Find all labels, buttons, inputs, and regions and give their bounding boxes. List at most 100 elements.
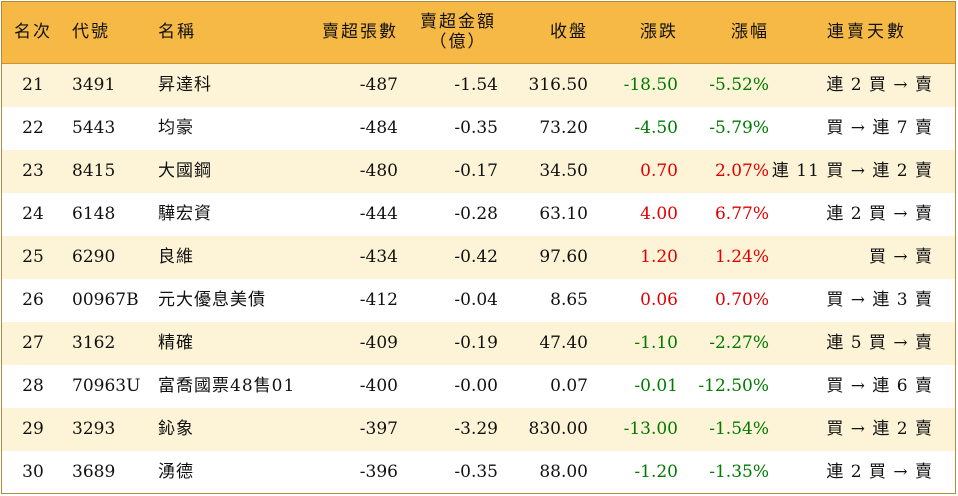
net-sell-amount-cell: -0.00 (454, 375, 498, 396)
net-sell-lots-cell: -484 (359, 117, 398, 138)
net-sell-lots-cell: -487 (359, 74, 398, 95)
change-cell: 4.00 (640, 203, 678, 224)
net-sell-amount-cell: -0.28 (454, 203, 498, 224)
rank-cell: 29 (22, 418, 44, 439)
change-pct-cell: -1.35% (709, 461, 769, 482)
change-cell: 0.70 (640, 160, 678, 181)
rank-cell: 23 (22, 160, 44, 181)
net-sell-lots-cell: -412 (359, 289, 398, 310)
code-cell: 5443 (72, 117, 116, 138)
name-cell: 鈊象 (158, 418, 194, 439)
net-sell-amount-cell: -0.17 (454, 160, 498, 181)
close-cell: 47.40 (539, 332, 588, 353)
rank-cell: 21 (22, 74, 44, 95)
name-cell: 大國鋼 (158, 160, 212, 181)
table-row[interactable]: 21 3491 昇達科 -487 -1.54 316.50 -18.50 -5.52% 連 2 … (2, 64, 955, 107)
rank-cell: 24 (22, 203, 44, 224)
code-cell: 6290 (72, 246, 116, 267)
code-cell: 3689 (72, 461, 116, 482)
header-net-sell-amount-unit: （億） (429, 31, 487, 52)
change-cell: -1.20 (634, 461, 678, 482)
name-cell: 均豪 (158, 117, 194, 138)
header-close[interactable]: 收盤 (550, 21, 588, 42)
header-net-sell-amount-label: 賣超金額 (420, 11, 496, 32)
name-cell: 驊宏資 (158, 203, 212, 224)
change-pct-cell: 6.77% (714, 203, 769, 224)
streak-cell: 連 2 買 → 賣 (826, 203, 933, 224)
table-row[interactable]: 27 3162 精確 -409 -0.19 47.40 -1.10 -2.27% 連 5 買 →… (2, 322, 955, 365)
table-row[interactable]: 23 8415 大國鋼 -480 -0.17 34.50 0.70 2.07% 連 11 買 →… (2, 150, 955, 193)
table-body: 21 3491 昇達科 -487 -1.54 316.50 -18.50 -5.52% 連 2 … (2, 64, 955, 493)
name-cell: 昇達科 (158, 74, 212, 95)
change-pct-cell: 1.24% (714, 246, 769, 267)
name-cell: 湧德 (158, 461, 194, 482)
header-net-sell-lots[interactable]: 賣超張數 (322, 21, 398, 42)
rank-cell: 26 (22, 289, 44, 310)
net-sell-lots-cell: -397 (359, 418, 398, 439)
change-pct-cell: -1.54% (709, 418, 769, 439)
streak-cell: 連 11 買 → 連 2 賣 (771, 160, 933, 181)
table-row[interactable]: 28 70963U 富喬國票48售01 -400 -0.00 0.07 -0.01 -12.5… (2, 365, 955, 408)
change-cell: -13.00 (623, 418, 678, 439)
code-cell: 70963U (72, 375, 141, 396)
table-header: 名次 代號 名稱 賣超張數 賣超金額 （億） 收盤 漲跌 漲幅 連賣天數 (2, 2, 955, 64)
streak-cell: 買 → 連 6 賣 (826, 375, 933, 396)
streak-cell: 連 2 買 → 賣 (826, 461, 933, 482)
table-row[interactable]: 29 3293 鈊象 -397 -3.29 830.00 -13.00 -1.54% 買 → 連… (2, 408, 955, 451)
change-cell: 1.20 (640, 246, 678, 267)
close-cell: 830.00 (528, 418, 588, 439)
streak-cell: 買 → 連 3 賣 (826, 289, 933, 310)
name-cell: 元大優息美債 (158, 289, 266, 310)
change-pct-cell: 0.70% (714, 289, 769, 310)
header-code[interactable]: 代號 (72, 21, 110, 42)
close-cell: 73.20 (539, 117, 588, 138)
close-cell: 316.50 (528, 74, 588, 95)
streak-cell: 連 2 買 → 賣 (826, 74, 933, 95)
table-row[interactable]: 26 00967B 元大優息美債 -412 -0.04 8.65 0.06 0.70% 買 → … (2, 279, 955, 322)
close-cell: 34.50 (539, 160, 588, 181)
header-name[interactable]: 名稱 (158, 21, 196, 42)
change-pct-cell: -5.79% (709, 117, 769, 138)
net-sell-amount-cell: -0.42 (454, 246, 498, 267)
streak-cell: 買 → 連 7 賣 (826, 117, 933, 138)
name-cell: 良維 (158, 246, 194, 267)
header-change[interactable]: 漲跌 (640, 21, 678, 42)
close-cell: 97.60 (539, 246, 588, 267)
code-cell: 3293 (72, 418, 116, 439)
change-cell: -4.50 (634, 117, 678, 138)
code-cell: 3162 (72, 332, 116, 353)
net-sell-amount-cell: -3.29 (454, 418, 498, 439)
name-cell: 富喬國票48售01 (158, 375, 296, 396)
net-sell-lots-cell: -444 (359, 203, 398, 224)
net-sell-lots-cell: -396 (359, 461, 398, 482)
table-row[interactable]: 22 5443 均豪 -484 -0.35 73.20 -4.50 -5.79% 買 → 連 7… (2, 107, 955, 150)
streak-cell: 買 → 賣 (868, 246, 933, 267)
net-sell-amount-cell: -0.35 (454, 117, 498, 138)
change-pct-cell: -5.52% (709, 74, 769, 95)
rank-cell: 28 (22, 375, 44, 396)
close-cell: 88.00 (539, 461, 588, 482)
header-rank[interactable]: 名次 (14, 21, 52, 42)
net-sell-lots-cell: -480 (359, 160, 398, 181)
change-pct-cell: 2.07% (714, 160, 769, 181)
code-cell: 6148 (72, 203, 116, 224)
code-cell: 00967B (72, 289, 139, 310)
close-cell: 63.10 (539, 203, 588, 224)
change-pct-cell: -12.50% (698, 375, 769, 396)
table-row[interactable]: 25 6290 良維 -434 -0.42 97.60 1.20 1.24% 買 → 賣 (2, 236, 955, 279)
net-sell-lots-cell: -434 (359, 246, 398, 267)
table-row[interactable]: 24 6148 驊宏資 -444 -0.28 63.10 4.00 6.77% 連 2 買 → … (2, 193, 955, 236)
header-streak[interactable]: 連賣天數 (827, 21, 907, 42)
rank-cell: 30 (22, 461, 44, 482)
header-net-sell-amount[interactable]: 賣超金額 （億） (398, 11, 498, 52)
close-cell: 8.65 (550, 289, 588, 310)
change-cell: -1.10 (634, 332, 678, 353)
table-row[interactable]: 30 3689 湧德 -396 -0.35 88.00 -1.20 -1.35% 連 2 買 →… (2, 451, 955, 493)
net-sell-amount-cell: -0.19 (454, 332, 498, 353)
net-sell-lots-cell: -409 (359, 332, 398, 353)
rank-cell: 22 (22, 117, 44, 138)
code-cell: 8415 (72, 160, 116, 181)
header-change-pct[interactable]: 漲幅 (731, 21, 769, 42)
code-cell: 3491 (72, 74, 116, 95)
